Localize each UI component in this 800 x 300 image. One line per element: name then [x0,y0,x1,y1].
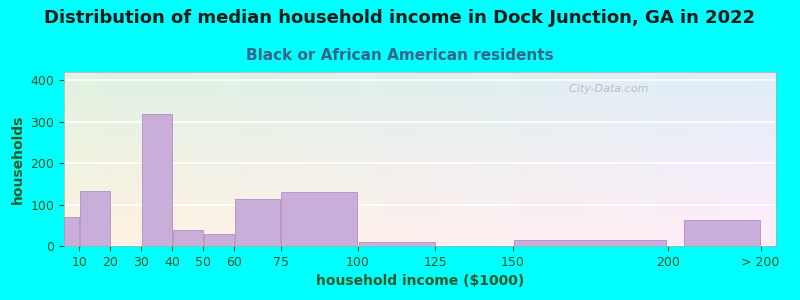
Y-axis label: households: households [11,114,25,204]
Text: City-Data.com: City-Data.com [562,84,649,94]
X-axis label: household income ($1000): household income ($1000) [316,274,524,288]
Text: Distribution of median household income in Dock Junction, GA in 2022: Distribution of median household income … [45,9,755,27]
Bar [684,220,760,246]
Bar [282,192,358,246]
Bar [142,114,172,246]
Text: Black or African American residents: Black or African American residents [246,48,554,63]
Bar [359,242,434,246]
Bar [234,199,280,246]
Bar [173,230,203,246]
Bar [80,191,110,246]
Bar [204,234,234,246]
Bar [64,217,79,246]
Bar [514,240,666,246]
